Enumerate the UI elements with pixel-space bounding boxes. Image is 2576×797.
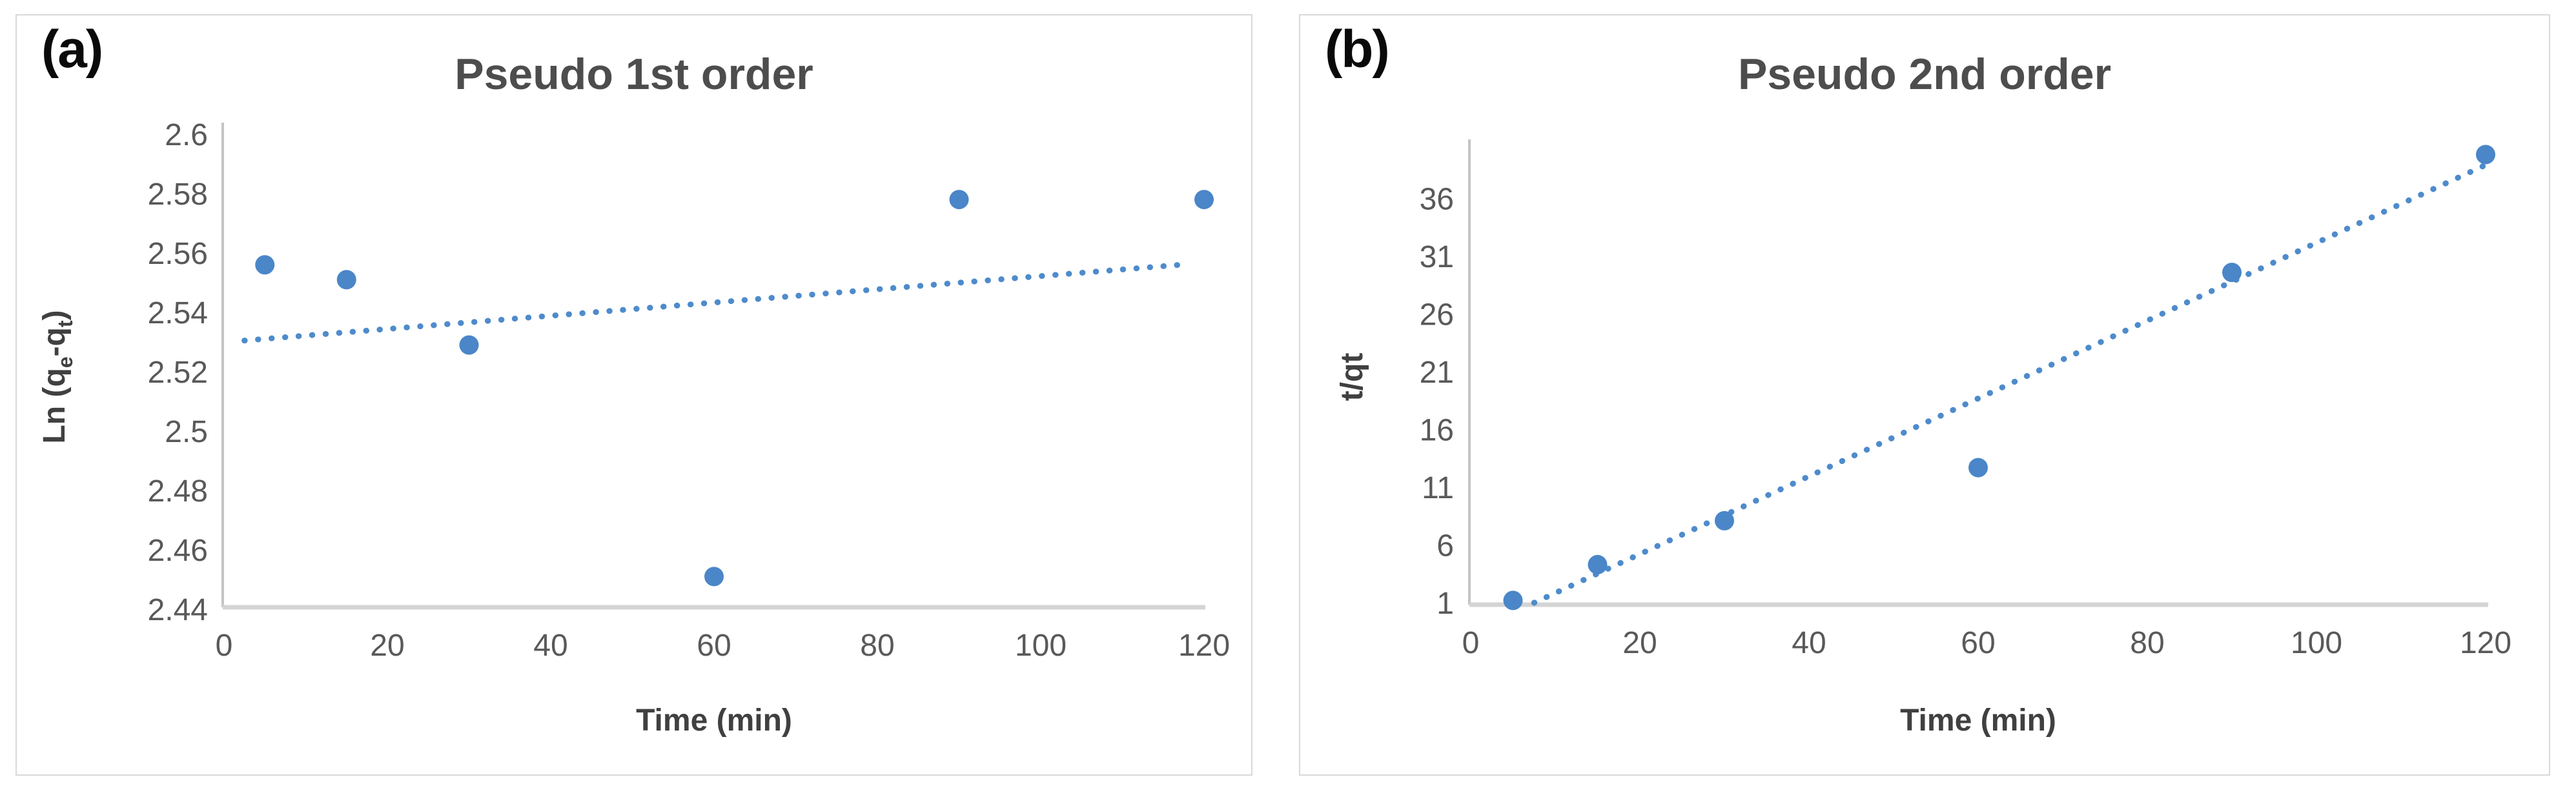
y-tick-label: 6 [1436,529,1454,563]
y-tick-label: 1 [1436,587,1454,621]
y-tick-label: 2.5 [165,415,208,449]
scatter-point [1715,510,1734,530]
y-tick-label: 2.52 [148,356,208,390]
x-tick-label: 80 [860,629,894,663]
y-tick-label: 2.54 [148,296,208,330]
y-axis-title: Ln (qe-qt) [37,310,77,443]
trendline [1531,162,2489,606]
y-tick-label: 26 [1420,298,1454,332]
x-tick-label: 0 [216,629,233,663]
y-tick-label: 21 [1420,356,1454,390]
x-tick-label: 120 [2460,626,2511,660]
x-tick-label: 100 [1015,629,1067,663]
y-tick-label: 2.6 [165,118,208,152]
x-tick-label: 20 [1622,626,1657,660]
y-tick-label: 2.48 [148,474,208,509]
chart-frame-pseudo-1st-order: (a) Pseudo 1st order 2.44 2.46 2.48 2.5 2.52… [15,14,1252,776]
x-tick-label: 80 [2130,626,2164,660]
x-tick-label: 120 [1178,629,1230,663]
y-tick-label: 2.46 [148,534,208,568]
y-tick-label: 2.56 [148,237,208,271]
x-tick-label: 40 [533,629,567,663]
y-tick-label: 16 [1420,414,1454,448]
scatter-point [2476,145,2495,165]
chart-frame-pseudo-2nd-order: (b) Pseudo 2nd order 1 6 11 16 21 26 31 36 0 20 40… [1299,14,2550,776]
y-tick-label: 2.58 [148,177,208,212]
scatter-plot-pseudo-1st-order: 2.44 2.46 2.48 2.5 2.52 2.54 2.56 2.58 2.6 0 20 40 6… [37,118,1230,738]
scatter-point [1968,458,1988,478]
scatter-point [704,567,724,587]
x-tick-label: 40 [1792,626,1826,660]
trendline [241,261,1183,344]
x-tick-label: 60 [1961,626,1995,660]
scatter-point [1194,190,1214,210]
x-axis-title: Time (min) [636,703,792,738]
y-tick-label: 31 [1420,240,1454,274]
panel-label-a: (a) [41,20,103,79]
scatter-point [949,190,969,210]
x-tick-label: 100 [2291,626,2342,660]
scatter-point [2222,263,2242,283]
x-tick-label: 60 [697,629,731,663]
y-tick-label: 2.44 [148,593,208,627]
y-tick-label: 36 [1420,183,1454,217]
scatter-point [459,335,479,355]
chart-title-pseudo-1st-order: Pseudo 1st order [455,50,813,99]
y-tick-label: 11 [1422,471,1454,505]
scatter-point [1588,554,1608,574]
x-axis-title: Time (min) [1900,703,2056,738]
chart-title-pseudo-2nd-order: Pseudo 2nd order [1737,50,2112,99]
panel-label-b: (b) [1325,20,1390,79]
y-axis-title: t/qt [1335,353,1369,401]
scatter-point [1503,590,1523,610]
scatter-point [336,270,356,290]
x-tick-label: 0 [1462,626,1480,660]
x-tick-label: 20 [370,629,404,663]
scatter-point [255,255,275,275]
